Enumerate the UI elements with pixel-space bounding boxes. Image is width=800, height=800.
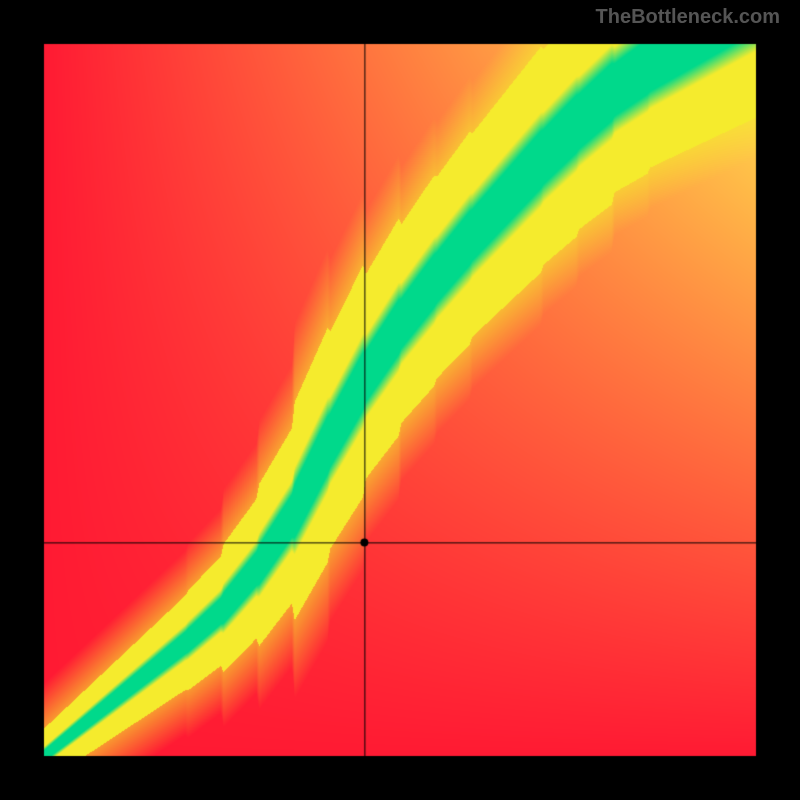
- heatmap-canvas: [0, 0, 800, 800]
- watermark-text: TheBottleneck.com: [596, 6, 780, 29]
- chart-container: TheBottleneck.com: [0, 0, 800, 800]
